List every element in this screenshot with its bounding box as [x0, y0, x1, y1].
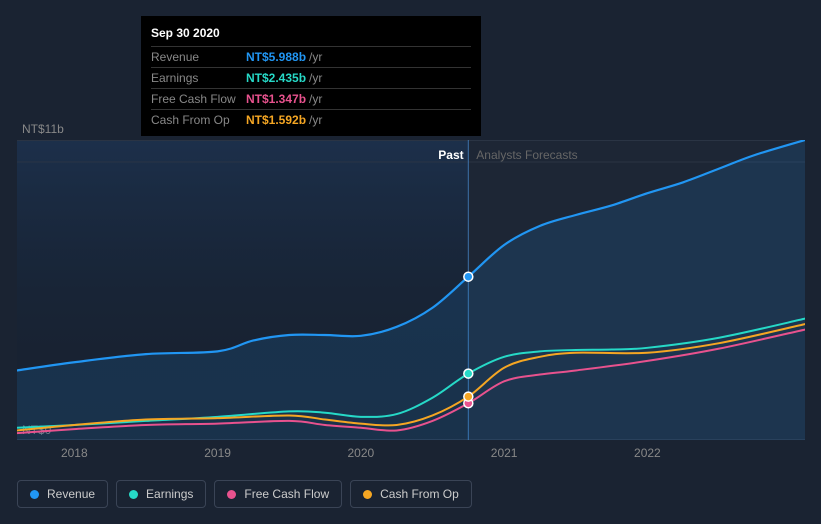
tooltip-row: Free Cash FlowNT$1.347b/yr [151, 89, 471, 110]
tooltip-row-label: Free Cash Flow [151, 92, 246, 106]
tooltip-row-value: NT$5.988b [246, 50, 306, 64]
legend-dot-icon [129, 490, 138, 499]
tooltip-row-value: NT$2.435b [246, 71, 306, 85]
legend-dot-icon [227, 490, 236, 499]
chart-plot-area[interactable] [17, 140, 805, 440]
legend-item-label: Cash From Op [380, 487, 459, 501]
tooltip-row-label: Cash From Op [151, 113, 246, 127]
x-axis-tick: 2022 [634, 446, 661, 460]
tooltip-row: RevenueNT$5.988b/yr [151, 47, 471, 68]
tooltip-row-suffix: /yr [309, 113, 322, 127]
chart-container: Sep 30 2020 RevenueNT$5.988b/yrEarningsN… [0, 0, 821, 524]
forecast-region-label: Analysts Forecasts [476, 148, 577, 162]
tooltip-row: EarningsNT$2.435b/yr [151, 68, 471, 89]
tooltip-row-suffix: /yr [309, 92, 322, 106]
tooltip-row-value: NT$1.347b [246, 92, 306, 106]
legend-item-label: Earnings [146, 487, 193, 501]
tooltip-row-suffix: /yr [309, 50, 322, 64]
past-region-label: Past [438, 148, 463, 162]
legend-item-label: Revenue [47, 487, 95, 501]
tooltip-row: Cash From OpNT$1.592b/yr [151, 110, 471, 130]
x-axis-tick: 2021 [491, 446, 518, 460]
x-axis-tick: 2020 [347, 446, 374, 460]
legend-dot-icon [30, 490, 39, 499]
legend-item-label: Free Cash Flow [244, 487, 329, 501]
legend-item[interactable]: Earnings [116, 480, 206, 508]
legend-dot-icon [363, 490, 372, 499]
legend-item[interactable]: Free Cash Flow [214, 480, 342, 508]
y-axis-max-label: NT$11b [22, 122, 64, 136]
chart-legend: Revenue Earnings Free Cash Flow Cash From O… [17, 480, 472, 508]
x-axis-tick: 2018 [61, 446, 88, 460]
x-axis-tick: 2019 [204, 446, 231, 460]
tooltip-title: Sep 30 2020 [151, 22, 471, 47]
legend-item[interactable]: Cash From Op [350, 480, 472, 508]
chart-tooltip: Sep 30 2020 RevenueNT$5.988b/yrEarningsN… [141, 16, 481, 136]
tooltip-row-value: NT$1.592b [246, 113, 306, 127]
tooltip-row-suffix: /yr [309, 71, 322, 85]
tooltip-row-label: Earnings [151, 71, 246, 85]
tooltip-row-label: Revenue [151, 50, 246, 64]
legend-item[interactable]: Revenue [17, 480, 108, 508]
